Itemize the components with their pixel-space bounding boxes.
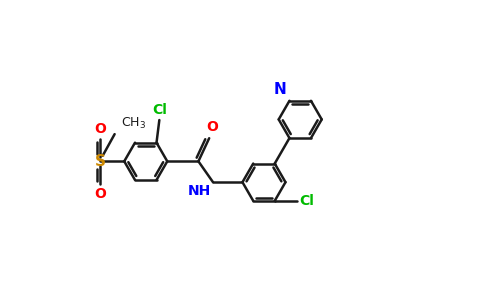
Text: O: O bbox=[94, 122, 106, 136]
Text: NH: NH bbox=[188, 184, 212, 198]
Text: O: O bbox=[206, 120, 218, 134]
Text: Cl: Cl bbox=[300, 194, 315, 208]
Text: Cl: Cl bbox=[152, 103, 167, 117]
Text: N: N bbox=[273, 82, 286, 98]
Text: O: O bbox=[94, 187, 106, 201]
Text: S: S bbox=[95, 154, 106, 169]
Text: CH$_3$: CH$_3$ bbox=[121, 116, 147, 131]
